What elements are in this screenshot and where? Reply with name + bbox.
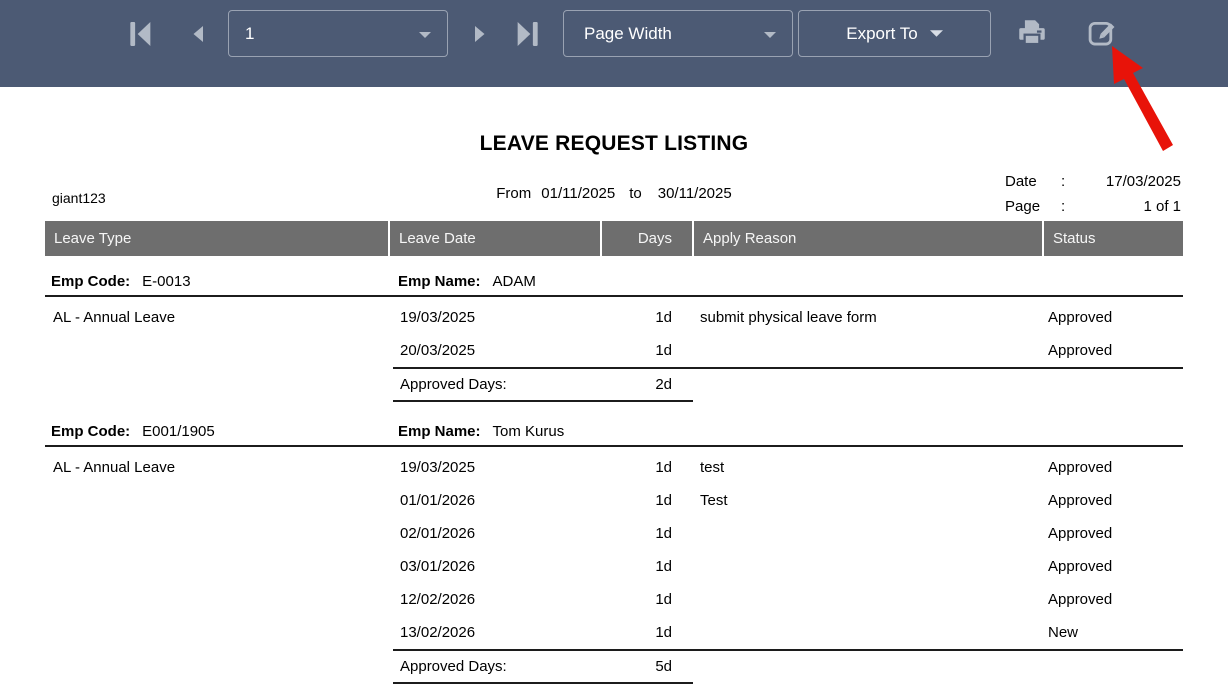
table-header-row: Leave Type Leave Date Days Apply Reason … (45, 221, 1183, 256)
next-page-button[interactable] (458, 14, 500, 56)
report-viewer-toolbar: Page Width Export To (0, 0, 1228, 87)
to-date: 30/11/2025 (657, 185, 732, 202)
emp-code-cell: Emp Code: E-0013 (51, 273, 191, 290)
employee-group-header: Emp Code: E-0013 Emp Name: ADAM (45, 268, 1183, 297)
edit-icon (1085, 16, 1119, 53)
table-row: 03/01/2026 1d Approved (400, 558, 1113, 575)
meta-page-row: Page : 1 of 1 (1005, 198, 1181, 215)
group-rows: AL - Annual Leave 19/03/2025 1d submit p… (45, 301, 1183, 367)
header-leave-date: Leave Date (390, 221, 600, 256)
employee-group-header: Emp Code: E001/1905 Emp Name: Tom Kurus (45, 418, 1183, 447)
page-number-input[interactable] (245, 23, 395, 44)
header-leave-type: Leave Type (45, 221, 388, 256)
summary-top-rule (393, 367, 1183, 369)
chevron-down-icon (419, 24, 431, 44)
table-row: 13/02/2026 1d New (400, 624, 1079, 641)
first-page-icon (125, 18, 157, 53)
previous-page-icon (187, 21, 211, 50)
export-to-button[interactable]: Export To (798, 10, 991, 57)
approved-days-row: Approved Days: 5d (45, 651, 1183, 682)
zoom-mode-select[interactable]: Page Width (563, 10, 793, 57)
meta-date-row: Date : 17/03/2025 (1005, 173, 1181, 190)
emp-name-cell: Emp Name: Tom Kurus (398, 423, 565, 440)
from-date: 01/11/2025 (541, 185, 616, 202)
zoom-mode-value: Page Width (584, 23, 672, 43)
last-page-icon (511, 18, 543, 53)
username-text: giant123 (52, 190, 106, 206)
report-date-range: From 01/11/2025 to 30/11/2025 (0, 185, 1228, 202)
report-page: LEAVE REQUEST LISTING From 01/11/2025 to 30… (0, 87, 1228, 684)
report-title: LEAVE REQUEST LISTING (479, 132, 749, 155)
date-value: 17/03/2025 (1105, 173, 1181, 190)
leave-request-table: Leave Type Leave Date Days Apply Reason … (45, 221, 1183, 684)
print-button[interactable] (1012, 14, 1052, 54)
summary-bottom-rule (393, 400, 693, 402)
chevron-down-icon (764, 24, 776, 44)
table-row: 20/03/2025 1d Approved (400, 342, 1113, 359)
emp-code-value: E001/1905 (142, 423, 215, 440)
page-label: Page (1005, 198, 1041, 215)
to-label: to (629, 185, 642, 202)
previous-page-button[interactable] (178, 14, 220, 56)
approved-days-row: Approved Days: 2d (45, 369, 1183, 400)
group-rows: AL - Annual Leave 19/03/2025 1d test App… (45, 451, 1183, 649)
from-label: From (496, 185, 532, 202)
emp-code-cell: Emp Code: E001/1905 (51, 423, 215, 440)
table-row: 01/01/2026 1d Test Approved (400, 492, 1113, 509)
emp-name-value: ADAM (492, 273, 536, 290)
header-status: Status (1044, 221, 1183, 256)
header-apply-reason: Apply Reason (694, 221, 1042, 256)
header-days: Days (602, 221, 692, 256)
table-row: AL - Annual Leave 19/03/2025 1d test App… (53, 459, 1113, 476)
edit-button[interactable] (1082, 14, 1122, 54)
table-row: 02/01/2026 1d Approved (400, 525, 1113, 542)
emp-name-cell: Emp Name: ADAM (398, 273, 536, 290)
page-number-combobox[interactable] (228, 10, 448, 57)
next-page-icon (467, 21, 491, 50)
table-row: AL - Annual Leave 19/03/2025 1d submit p… (53, 309, 1113, 326)
chevron-down-icon (929, 29, 943, 38)
table-row: 12/02/2026 1d Approved (400, 591, 1113, 608)
first-page-button[interactable] (120, 14, 162, 56)
report-meta: Date : 17/03/2025 Page : 1 of 1 (1005, 169, 1181, 219)
print-icon (1015, 16, 1049, 53)
export-to-label: Export To (846, 23, 918, 43)
date-label: Date (1005, 173, 1037, 190)
emp-name-value: Tom Kurus (492, 423, 565, 440)
emp-code-value: E-0013 (142, 273, 191, 290)
page-value: 1 of 1 (1143, 198, 1181, 215)
approved-days-value: 5d (655, 658, 672, 675)
approved-days-value: 2d (655, 376, 672, 393)
summary-top-rule (393, 649, 1183, 651)
last-page-button[interactable] (506, 14, 548, 56)
